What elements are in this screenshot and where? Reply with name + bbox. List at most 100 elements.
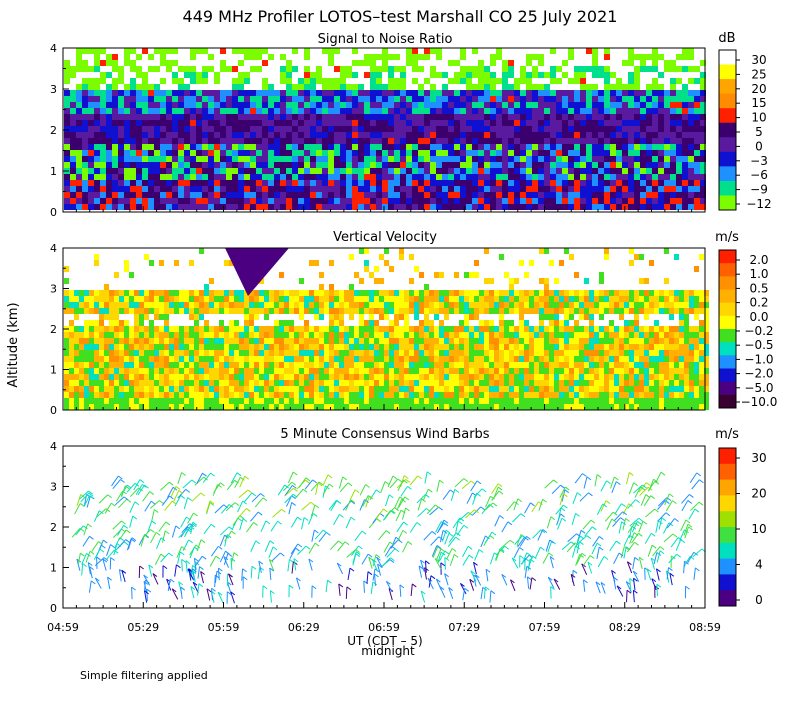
snr-cell — [496, 72, 502, 78]
velocity-cell — [254, 308, 259, 314]
velocity-cell — [319, 350, 324, 356]
velocity-cell — [119, 332, 124, 338]
snr-cell — [412, 144, 418, 150]
velocity-cell — [69, 374, 74, 380]
velocity-cell — [564, 314, 569, 320]
velocity-cell — [559, 404, 564, 410]
snr-cell — [406, 60, 412, 66]
velocity-cell — [399, 362, 404, 368]
velocity-cell — [119, 392, 124, 398]
velocity-cell — [109, 308, 114, 314]
velocity-cell — [319, 272, 324, 278]
velocity-cell — [174, 290, 179, 296]
velocity-cell — [399, 296, 404, 302]
snr-cell — [580, 120, 586, 126]
snr-cell — [616, 60, 622, 66]
snr-cell — [556, 144, 562, 150]
snr-cell — [136, 90, 142, 96]
snr-cell — [634, 84, 640, 90]
velocity-cell — [364, 266, 369, 272]
snr-cell — [472, 162, 478, 168]
snr-cell — [334, 144, 340, 150]
velocity-cell — [564, 332, 569, 338]
snr-cell — [124, 66, 130, 72]
snr-cell — [466, 66, 472, 72]
snr-cell — [256, 174, 262, 180]
snr-cell — [634, 138, 640, 144]
velocity-cell — [339, 326, 344, 332]
snr-cell — [370, 72, 376, 78]
velocity-cell — [234, 392, 239, 398]
velocity-cell — [269, 392, 274, 398]
snr-cell — [646, 54, 652, 60]
snr-cell — [676, 48, 682, 54]
velocity-cell — [69, 362, 74, 368]
snr-cell — [610, 108, 616, 114]
snr-cell — [316, 150, 322, 156]
snr-cell — [568, 60, 574, 66]
velocity-cell — [444, 374, 449, 380]
snr-cell — [610, 78, 616, 84]
snr-cell — [280, 168, 286, 174]
velocity-cell — [169, 338, 174, 344]
snr-cell — [184, 156, 190, 162]
snr-cell — [136, 180, 142, 186]
velocity-cell — [469, 380, 474, 386]
velocity-cell — [424, 380, 429, 386]
snr-cell — [154, 150, 160, 156]
velocity-cell — [354, 392, 359, 398]
snr-cell — [292, 150, 298, 156]
snr-cell — [682, 72, 688, 78]
snr-cell — [178, 156, 184, 162]
velocity-cell — [544, 308, 549, 314]
snr-cell — [166, 66, 172, 72]
snr-cell — [430, 72, 436, 78]
velocity-cell — [414, 350, 419, 356]
snr-cell — [286, 102, 292, 108]
snr-cell — [562, 138, 568, 144]
snr-cell — [376, 198, 382, 204]
snr-cell — [508, 198, 514, 204]
velocity-cell — [534, 326, 539, 332]
snr-cell — [406, 198, 412, 204]
velocity-cell — [544, 278, 549, 284]
velocity-cell — [64, 350, 69, 356]
snr-cell — [172, 54, 178, 60]
snr-cell — [550, 180, 556, 186]
snr-cell — [472, 48, 478, 54]
snr-cell — [502, 144, 508, 150]
velocity-cell — [479, 332, 484, 338]
snr-cell — [394, 138, 400, 144]
snr-cell — [172, 180, 178, 186]
velocity-cell — [254, 386, 259, 392]
snr-cell — [76, 66, 82, 72]
snr-cell — [478, 114, 484, 120]
snr-cell — [106, 138, 112, 144]
snr-cell — [166, 180, 172, 186]
velocity-cell — [509, 404, 514, 410]
velocity-cell — [559, 380, 564, 386]
velocity-cell — [244, 344, 249, 350]
snr-cell — [202, 204, 208, 210]
velocity-cell — [484, 392, 489, 398]
snr-cell — [298, 96, 304, 102]
snr-cell — [694, 96, 700, 102]
velocity-cell — [544, 350, 549, 356]
snr-cell — [388, 192, 394, 198]
velocity-cell — [534, 350, 539, 356]
velocity-cell — [264, 296, 269, 302]
velocity-cell — [479, 296, 484, 302]
velocity-cell — [359, 320, 364, 326]
velocity-cell — [304, 386, 309, 392]
snr-cell — [250, 48, 256, 54]
snr-cell — [172, 126, 178, 132]
snr-cell — [220, 60, 226, 66]
snr-cell — [592, 90, 598, 96]
snr-cell — [208, 78, 214, 84]
snr-cell — [670, 90, 676, 96]
snr-cell — [286, 138, 292, 144]
velocity-cell — [549, 326, 554, 332]
snr-cell — [394, 174, 400, 180]
velocity-cell — [274, 386, 279, 392]
velocity-cell — [514, 362, 519, 368]
